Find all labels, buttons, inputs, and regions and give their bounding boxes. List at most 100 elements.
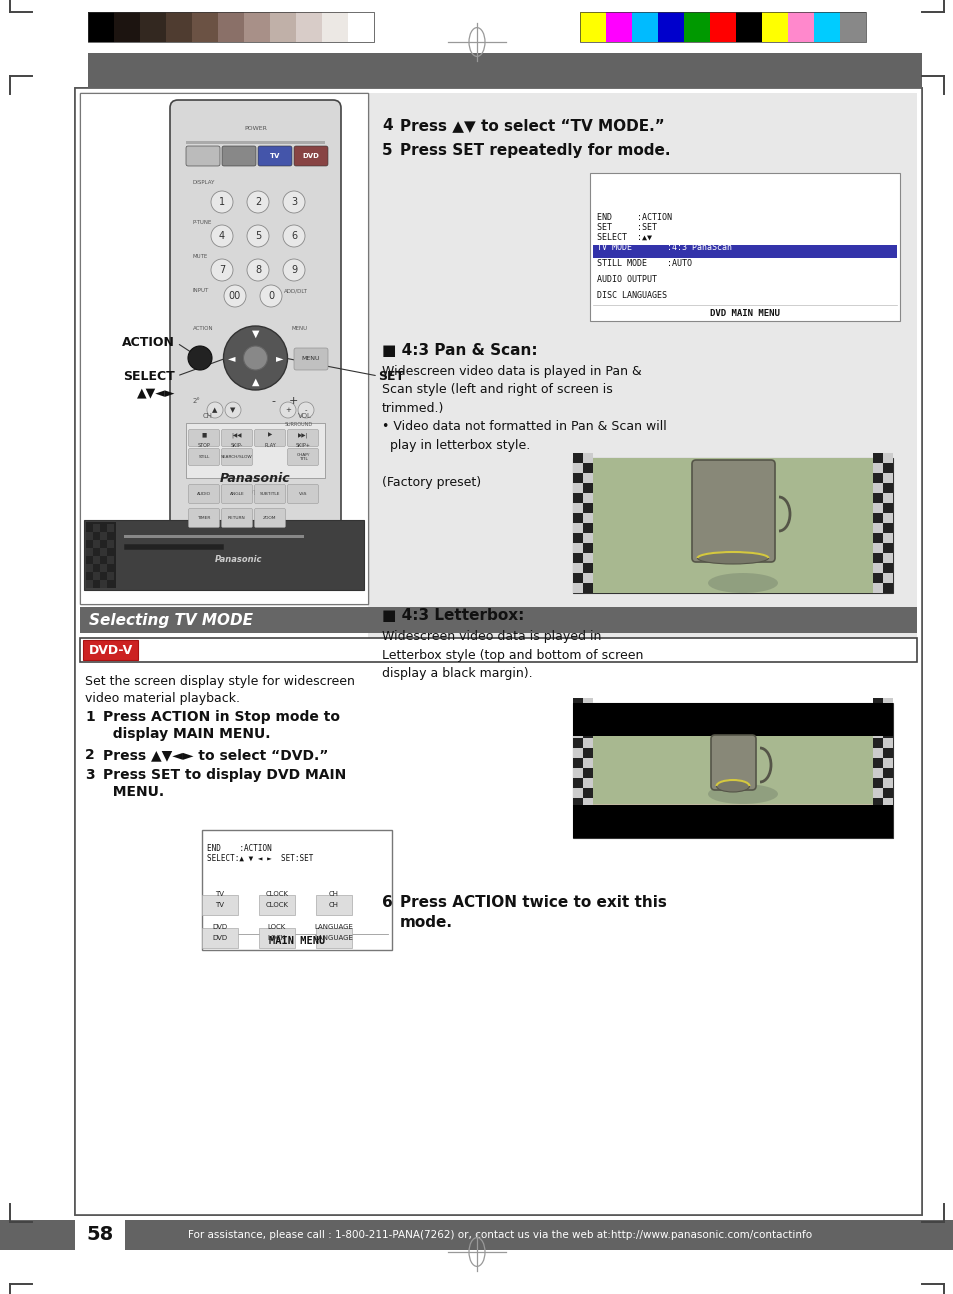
Text: TV/DVD: TV/DVD <box>242 490 269 496</box>
Bar <box>202 928 237 949</box>
Bar <box>882 523 892 533</box>
Bar <box>582 778 593 788</box>
Bar <box>86 580 92 587</box>
FancyBboxPatch shape <box>189 509 219 528</box>
Text: 4: 4 <box>381 118 393 133</box>
Bar <box>882 718 892 729</box>
Bar <box>582 523 593 533</box>
Bar <box>582 748 593 758</box>
FancyBboxPatch shape <box>254 430 285 446</box>
Bar <box>872 828 882 839</box>
Bar <box>75 88 921 1215</box>
Bar <box>872 584 882 593</box>
Text: MAIN MENU: MAIN MENU <box>269 936 325 946</box>
Bar <box>573 463 582 474</box>
Bar <box>872 748 882 758</box>
FancyBboxPatch shape <box>294 146 328 166</box>
Text: TIMER: TIMER <box>197 516 211 520</box>
Bar <box>787 12 813 41</box>
Bar <box>270 12 295 41</box>
Bar <box>573 584 582 593</box>
Text: CHAP/
TITL: CHAP/ TITL <box>296 453 310 461</box>
Bar <box>582 503 593 512</box>
Text: Widescreen video data is played in Pan &
Scan style (left and right of screen is: Widescreen video data is played in Pan &… <box>381 365 666 489</box>
Bar <box>882 708 892 718</box>
Bar <box>80 93 368 604</box>
Bar <box>100 532 107 540</box>
FancyBboxPatch shape <box>189 430 219 446</box>
Text: 1: 1 <box>218 197 225 207</box>
Text: INPUT: INPUT <box>193 289 209 294</box>
Text: TV: TV <box>215 892 224 897</box>
Bar <box>882 748 892 758</box>
Bar <box>573 483 582 493</box>
Text: SEARCH/SLOW: SEARCH/SLOW <box>221 455 253 459</box>
Circle shape <box>283 192 305 214</box>
Bar <box>573 503 582 512</box>
Bar <box>88 53 921 88</box>
Text: DVD: DVD <box>302 153 319 159</box>
Text: CH: CH <box>329 902 338 908</box>
Text: STILL: STILL <box>198 455 210 459</box>
Bar <box>573 512 582 523</box>
Text: DVD: DVD <box>213 936 228 941</box>
Text: CH: CH <box>203 413 213 419</box>
Bar <box>579 12 605 41</box>
Bar <box>872 512 882 523</box>
Circle shape <box>211 192 233 214</box>
Text: END    :ACTION: END :ACTION <box>207 844 272 853</box>
Bar <box>882 493 892 503</box>
Text: Press ACTION in Stop mode to: Press ACTION in Stop mode to <box>103 710 339 725</box>
Bar <box>872 573 882 584</box>
Bar <box>107 572 113 580</box>
Bar <box>92 540 100 547</box>
Text: TV: TV <box>270 153 280 159</box>
Text: DISPLAY: DISPLAY <box>193 180 215 185</box>
Bar <box>582 738 593 748</box>
Bar <box>882 474 892 483</box>
Circle shape <box>297 402 314 418</box>
Bar <box>582 573 593 584</box>
Bar <box>882 729 892 738</box>
FancyBboxPatch shape <box>254 484 285 503</box>
Bar <box>582 769 593 778</box>
Bar <box>80 638 916 663</box>
Text: 7: 7 <box>218 265 225 276</box>
Text: ACTION: ACTION <box>122 336 174 349</box>
Circle shape <box>247 192 269 214</box>
Text: For assistance, please call : 1-800-211-PANA(7262) or, contact us via the web at: For assistance, please call : 1-800-211-… <box>188 1231 811 1240</box>
Text: 00: 00 <box>229 291 241 302</box>
Text: SELECT:▲ ▼ ◄ ►  SET:SET: SELECT:▲ ▼ ◄ ► SET:SET <box>207 854 313 863</box>
Bar <box>573 788 582 798</box>
Bar <box>579 12 865 41</box>
Bar <box>573 718 582 729</box>
Bar <box>348 12 374 41</box>
Bar <box>92 572 100 580</box>
Bar <box>872 798 882 807</box>
Text: ■ 4:3 Pan & Scan:: ■ 4:3 Pan & Scan: <box>381 343 537 358</box>
Text: LOCK: LOCK <box>268 924 286 930</box>
Bar <box>582 584 593 593</box>
Bar <box>882 563 892 573</box>
Circle shape <box>280 402 295 418</box>
Bar <box>582 729 593 738</box>
Bar <box>872 818 882 828</box>
Bar <box>872 523 882 533</box>
Bar <box>202 829 392 950</box>
Bar <box>0 1220 953 1250</box>
Bar <box>882 697 892 708</box>
Bar <box>86 564 92 572</box>
Text: ANGLE: ANGLE <box>230 492 244 496</box>
Bar <box>582 533 593 543</box>
Text: ■ 4:3 Letterbox:: ■ 4:3 Letterbox: <box>381 608 524 622</box>
Text: SKIP-: SKIP- <box>231 443 243 448</box>
Text: PLAY: PLAY <box>264 443 275 448</box>
Text: CLOCK: CLOCK <box>265 892 288 897</box>
Text: 5: 5 <box>381 144 393 158</box>
Bar <box>573 573 582 584</box>
Text: 2: 2 <box>85 748 94 762</box>
Circle shape <box>224 285 246 307</box>
Text: CH: CH <box>329 892 338 897</box>
Ellipse shape <box>716 780 749 792</box>
Text: +: + <box>288 396 297 406</box>
